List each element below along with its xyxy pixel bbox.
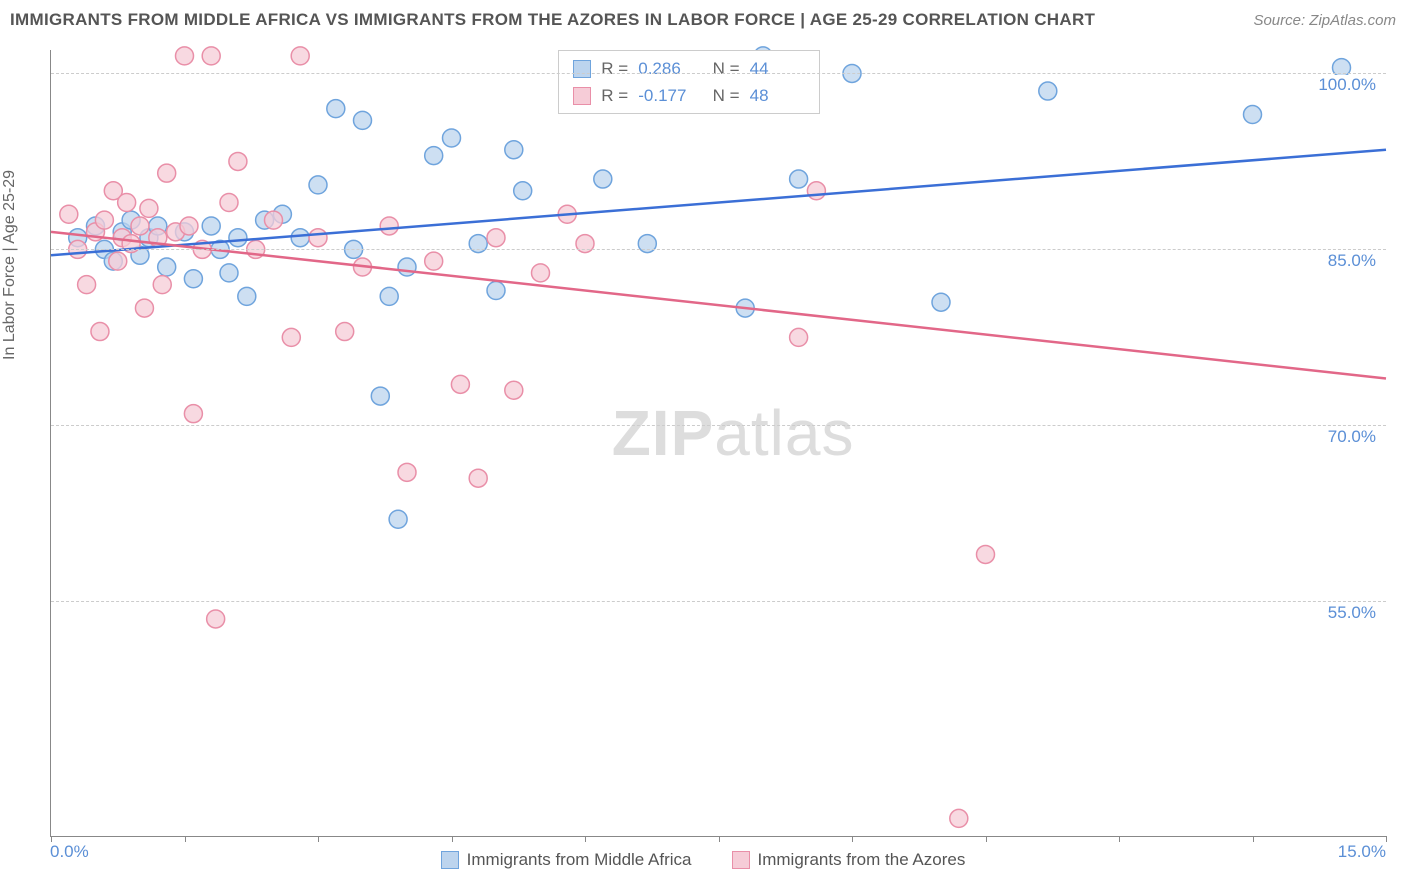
data-point bbox=[158, 164, 176, 182]
data-point bbox=[950, 809, 968, 827]
data-point bbox=[176, 47, 194, 65]
legend-bottom: Immigrants from Middle Africa Immigrants … bbox=[0, 850, 1406, 870]
data-point bbox=[790, 170, 808, 188]
data-point bbox=[790, 328, 808, 346]
data-point bbox=[389, 510, 407, 528]
y-tick-label: 55.0% bbox=[1326, 603, 1378, 623]
trend-line bbox=[51, 232, 1386, 379]
data-point bbox=[327, 100, 345, 118]
legend-label: Immigrants from Middle Africa bbox=[467, 850, 692, 870]
data-point bbox=[220, 194, 238, 212]
data-point bbox=[425, 147, 443, 165]
stat-r-value: -0.177 bbox=[638, 82, 693, 109]
data-point bbox=[398, 463, 416, 481]
legend-swatch bbox=[441, 851, 459, 869]
data-point bbox=[131, 217, 149, 235]
data-point bbox=[95, 211, 113, 229]
data-point bbox=[487, 229, 505, 247]
data-point bbox=[532, 264, 550, 282]
data-point bbox=[135, 299, 153, 317]
legend-swatch bbox=[573, 87, 591, 105]
plot-area: ZIPatlas R =0.286 N =44R =-0.177 N =48 5… bbox=[50, 50, 1386, 837]
data-point bbox=[380, 217, 398, 235]
data-point bbox=[807, 182, 825, 200]
data-point bbox=[140, 199, 158, 217]
stat-r-label: R = bbox=[601, 82, 628, 109]
legend-label: Immigrants from the Azores bbox=[758, 850, 966, 870]
data-point bbox=[153, 276, 171, 294]
data-point bbox=[229, 229, 247, 247]
y-tick-label: 70.0% bbox=[1326, 427, 1378, 447]
y-tick-label: 100.0% bbox=[1316, 75, 1378, 95]
stat-n-value: 44 bbox=[750, 55, 805, 82]
data-point bbox=[977, 545, 995, 563]
data-point bbox=[505, 381, 523, 399]
data-point bbox=[425, 252, 443, 270]
data-point bbox=[309, 176, 327, 194]
legend-swatch bbox=[732, 851, 750, 869]
data-point bbox=[220, 264, 238, 282]
data-point bbox=[158, 258, 176, 276]
trend-line bbox=[51, 150, 1386, 256]
data-point bbox=[594, 170, 612, 188]
grid-line bbox=[51, 601, 1386, 602]
y-axis-title: In Labor Force | Age 25-29 bbox=[1, 170, 19, 360]
data-point bbox=[91, 323, 109, 341]
data-point bbox=[336, 323, 354, 341]
data-point bbox=[309, 229, 327, 247]
chart-title: IMMIGRANTS FROM MIDDLE AFRICA VS IMMIGRA… bbox=[10, 10, 1095, 30]
stats-row: R = 0.286 N = 44 bbox=[573, 55, 804, 82]
data-point bbox=[487, 281, 505, 299]
data-point bbox=[184, 270, 202, 288]
data-point bbox=[184, 405, 202, 423]
legend-item: Immigrants from Middle Africa bbox=[441, 850, 692, 870]
data-point bbox=[180, 217, 198, 235]
data-point bbox=[118, 194, 136, 212]
stat-n-label: N = bbox=[703, 82, 739, 109]
title-bar: IMMIGRANTS FROM MIDDLE AFRICA VS IMMIGRA… bbox=[0, 0, 1406, 40]
data-point bbox=[202, 217, 220, 235]
grid-line bbox=[51, 425, 1386, 426]
stat-r-label: R = bbox=[601, 55, 628, 82]
data-point bbox=[265, 211, 283, 229]
data-point bbox=[371, 387, 389, 405]
grid-line bbox=[51, 73, 1386, 74]
data-point bbox=[1244, 106, 1262, 124]
legend-item: Immigrants from the Azores bbox=[732, 850, 966, 870]
data-point bbox=[398, 258, 416, 276]
data-point bbox=[469, 469, 487, 487]
data-point bbox=[932, 293, 950, 311]
data-point bbox=[1039, 82, 1057, 100]
grid-line bbox=[51, 249, 1386, 250]
data-point bbox=[291, 229, 309, 247]
stats-legend-box: R = 0.286 N = 44 R = -0.177 N = 48 bbox=[558, 50, 819, 114]
x-tick bbox=[1386, 836, 1387, 842]
data-point bbox=[229, 152, 247, 170]
data-point bbox=[451, 375, 469, 393]
data-point bbox=[207, 610, 225, 628]
stat-n-value: 48 bbox=[750, 82, 805, 109]
source-label: Source: ZipAtlas.com bbox=[1253, 12, 1396, 29]
data-point bbox=[60, 205, 78, 223]
data-point bbox=[380, 287, 398, 305]
data-point bbox=[443, 129, 461, 147]
data-point bbox=[238, 287, 256, 305]
data-point bbox=[202, 47, 220, 65]
legend-swatch bbox=[573, 60, 591, 78]
stat-r-value: 0.286 bbox=[638, 55, 693, 82]
stats-row: R = -0.177 N = 48 bbox=[573, 82, 804, 109]
y-tick-label: 85.0% bbox=[1326, 251, 1378, 271]
chart-svg bbox=[51, 50, 1386, 836]
stat-n-label: N = bbox=[703, 55, 739, 82]
data-point bbox=[505, 141, 523, 159]
data-point bbox=[109, 252, 127, 270]
data-point bbox=[354, 111, 372, 129]
data-point bbox=[291, 47, 309, 65]
data-point bbox=[78, 276, 96, 294]
data-point bbox=[514, 182, 532, 200]
data-point bbox=[282, 328, 300, 346]
